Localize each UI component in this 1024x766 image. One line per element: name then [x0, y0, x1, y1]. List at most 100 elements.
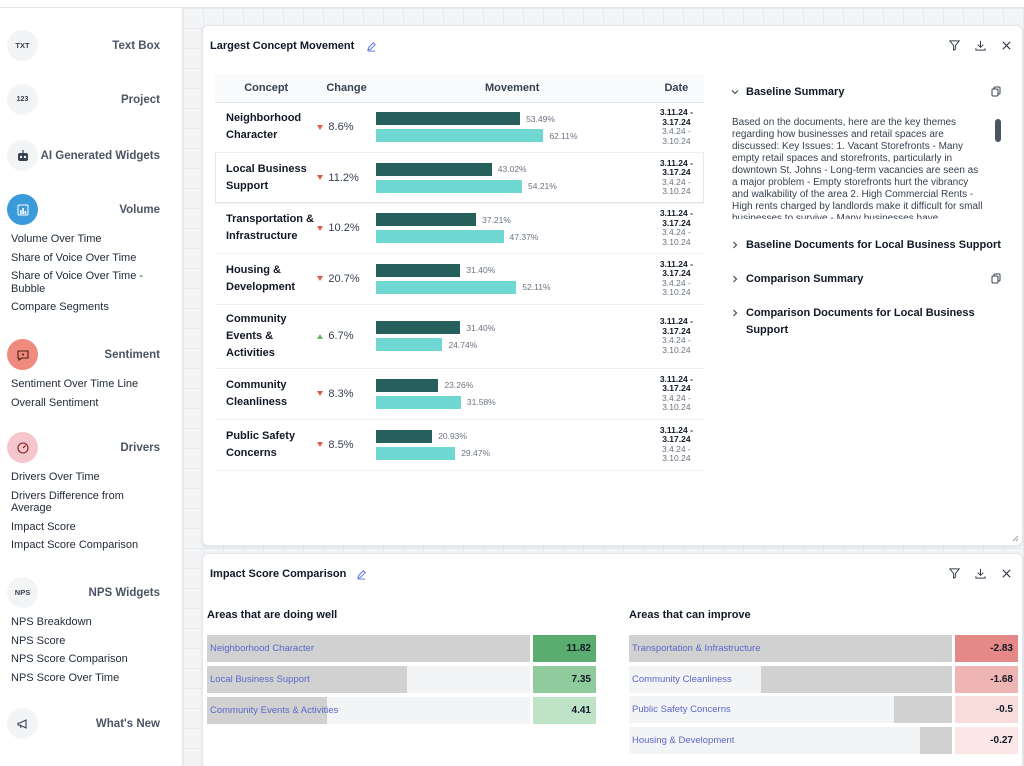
widget-share-of-voice-bubble[interactable]: Share of Voice Over Time - Bubble — [11, 270, 144, 295]
widget-drivers-over-time[interactable]: Drivers Over Time — [11, 471, 100, 483]
edit-title-icon[interactable] — [356, 569, 367, 580]
baseline-bar — [375, 213, 477, 226]
impact-score: -0.27 — [955, 727, 1018, 754]
summary-scroll-thumb[interactable] — [995, 119, 1001, 142]
copy-icon[interactable] — [991, 273, 1001, 284]
baseline-value: 53.49% — [526, 113, 555, 124]
concept-movement-card: Largest Concept Movement Concept Change … — [202, 25, 1023, 546]
widget-volume-over-time[interactable]: Volume Over Time — [11, 233, 102, 245]
concept-name: Housing & Development — [215, 253, 318, 305]
impact-row[interactable]: Community Cleanliness -1.68 — [629, 666, 1019, 693]
widget-impact-score-comparison[interactable]: Impact Score Comparison — [11, 539, 139, 551]
section-ai-widgets[interactable]: AI Generated Widgets — [0, 138, 183, 174]
change-value: 8.6% — [328, 121, 354, 133]
concept-name: Community Cleanliness — [215, 368, 318, 420]
impact-row[interactable]: Public Safety Concerns -0.5 — [629, 696, 1019, 723]
widget-nps-score[interactable]: NPS Score — [11, 634, 66, 647]
table-header-row: Concept Change Movement Date — [215, 74, 704, 103]
table-row-selected[interactable]: Local Business Support 11.2% 43.02% 54.2… — [215, 152, 704, 204]
col-movement[interactable]: Movement — [375, 74, 649, 103]
comparison-documents-header[interactable]: Comparison Documents for Local Business … — [746, 307, 975, 336]
widget-drivers-difference[interactable]: Drivers Difference from Average — [11, 489, 124, 515]
baseline-bar — [375, 263, 461, 277]
section-title: What's New — [95, 718, 160, 730]
date-range: 3.17.24 — [662, 325, 691, 336]
impact-score: 11.82 — [533, 635, 596, 662]
date-range: 3.4.24 - — [661, 126, 691, 136]
edit-title-icon[interactable] — [366, 41, 377, 52]
impact-row[interactable]: Transportation & Infrastructure -2.83 — [629, 635, 1019, 662]
section-text-box[interactable]: TXT Text Box — [0, 28, 183, 64]
date-range: 3.17.24 — [662, 167, 691, 177]
down-arrow-icon — [317, 175, 324, 181]
download-icon[interactable] — [974, 39, 986, 51]
impact-label: Community Cleanliness — [632, 674, 732, 685]
baseline-bar — [375, 112, 521, 125]
widget-share-of-voice[interactable]: Share of Voice Over Time — [11, 251, 137, 264]
concept-name: Neighborhood Character — [215, 102, 318, 153]
table-row[interactable]: Community Cleanliness 8.3% 23.26% 31.58%… — [215, 368, 704, 420]
close-icon[interactable] — [1000, 567, 1012, 579]
filter-icon[interactable] — [948, 567, 960, 579]
megaphone-icon — [7, 708, 38, 739]
filter-icon[interactable] — [948, 39, 960, 51]
section-title: Volume — [119, 204, 160, 216]
resize-handle-icon[interactable] — [1012, 535, 1019, 542]
change-value: 8.5% — [328, 438, 354, 451]
widget-impact-score[interactable]: Impact Score — [11, 520, 76, 533]
widget-sidebar: TXT Text Box 123 Project AI Generated Wi… — [0, 8, 183, 766]
widget-nps-score-over-time[interactable]: NPS Score Over Time — [11, 671, 120, 684]
table-row[interactable]: Neighborhood Character 8.6% 53.49% 62.11… — [215, 102, 704, 153]
card-title: Impact Score Comparison — [210, 568, 347, 580]
date-range: 3.10.24 — [662, 453, 691, 463]
card-title: Largest Concept Movement — [210, 40, 355, 52]
col-date[interactable]: Date — [648, 74, 704, 103]
impact-row[interactable]: Housing & Development -0.27 — [629, 727, 1019, 754]
impact-row[interactable]: Neighborhood Character 11.82 — [207, 635, 601, 662]
date-range: 3.10.24 — [662, 287, 691, 297]
comparison-summary-header[interactable]: Comparison Summary — [746, 273, 864, 285]
impact-label: Housing & Development — [632, 735, 735, 746]
col-concept[interactable]: Concept — [215, 74, 318, 103]
table-row[interactable]: Public Safety Concerns 8.5% 20.93% 29.47… — [215, 419, 704, 471]
chevron-right-icon[interactable] — [731, 275, 739, 283]
bar-chart-icon — [7, 194, 38, 225]
baseline-value: 23.26% — [444, 380, 474, 390]
baseline-summary-header[interactable]: Baseline Summary — [746, 86, 845, 98]
impact-row[interactable]: Local Business Support 7.35 — [207, 666, 601, 693]
table-row[interactable]: Community Events & Activities 6.7% 31.40… — [215, 304, 704, 369]
widget-nps-score-comparison[interactable]: NPS Score Comparison — [11, 653, 128, 665]
widget-sentiment-line[interactable]: Sentiment Over Time Line — [11, 378, 139, 390]
can-improve-heading: Areas that can improve — [629, 609, 751, 621]
chevron-right-icon[interactable] — [731, 241, 739, 249]
impact-row[interactable]: Community Events & Activities 4.41 — [207, 697, 601, 724]
section-project[interactable]: 123 Project — [0, 82, 183, 118]
table-row[interactable]: Transportation & Infrastructure 10.2% 37… — [215, 203, 704, 254]
table-row[interactable]: Housing & Development 20.7% 31.40% 52.11… — [215, 253, 704, 305]
concept-name: Community Events & Activities — [215, 304, 318, 369]
download-icon[interactable] — [974, 567, 986, 579]
widget-compare-segments[interactable]: Compare Segments — [11, 301, 109, 313]
date-range: 3.11.24 - — [659, 424, 693, 435]
chevron-down-icon[interactable] — [731, 88, 739, 96]
section-title: Text Box — [112, 40, 160, 52]
down-arrow-icon — [317, 391, 324, 397]
date-range: 3.17.24 — [662, 217, 691, 228]
concept-name: Local Business Support — [215, 152, 318, 204]
up-arrow-icon — [317, 333, 324, 339]
close-icon[interactable] — [1000, 39, 1012, 51]
date-range: 3.10.24 — [662, 236, 691, 247]
widget-overall-sentiment[interactable]: Overall Sentiment — [11, 396, 99, 409]
baseline-documents-header[interactable]: Baseline Documents for Local Business Su… — [746, 239, 1001, 251]
widget-nps-breakdown[interactable]: NPS Breakdown — [11, 616, 92, 628]
chevron-right-icon[interactable] — [731, 309, 739, 317]
baseline-value: 31.40% — [466, 265, 496, 275]
impact-label: Community Events & Activities — [210, 705, 339, 716]
dashboard-canvas: Largest Concept Movement Concept Change … — [183, 8, 1024, 766]
change-value: 6.7% — [328, 330, 354, 342]
col-change[interactable]: Change — [317, 74, 376, 103]
card-actions — [948, 39, 1012, 51]
section-title: NPS Widgets — [88, 587, 160, 599]
section-whats-new[interactable]: What's New — [0, 706, 183, 742]
copy-icon[interactable] — [991, 86, 1001, 97]
